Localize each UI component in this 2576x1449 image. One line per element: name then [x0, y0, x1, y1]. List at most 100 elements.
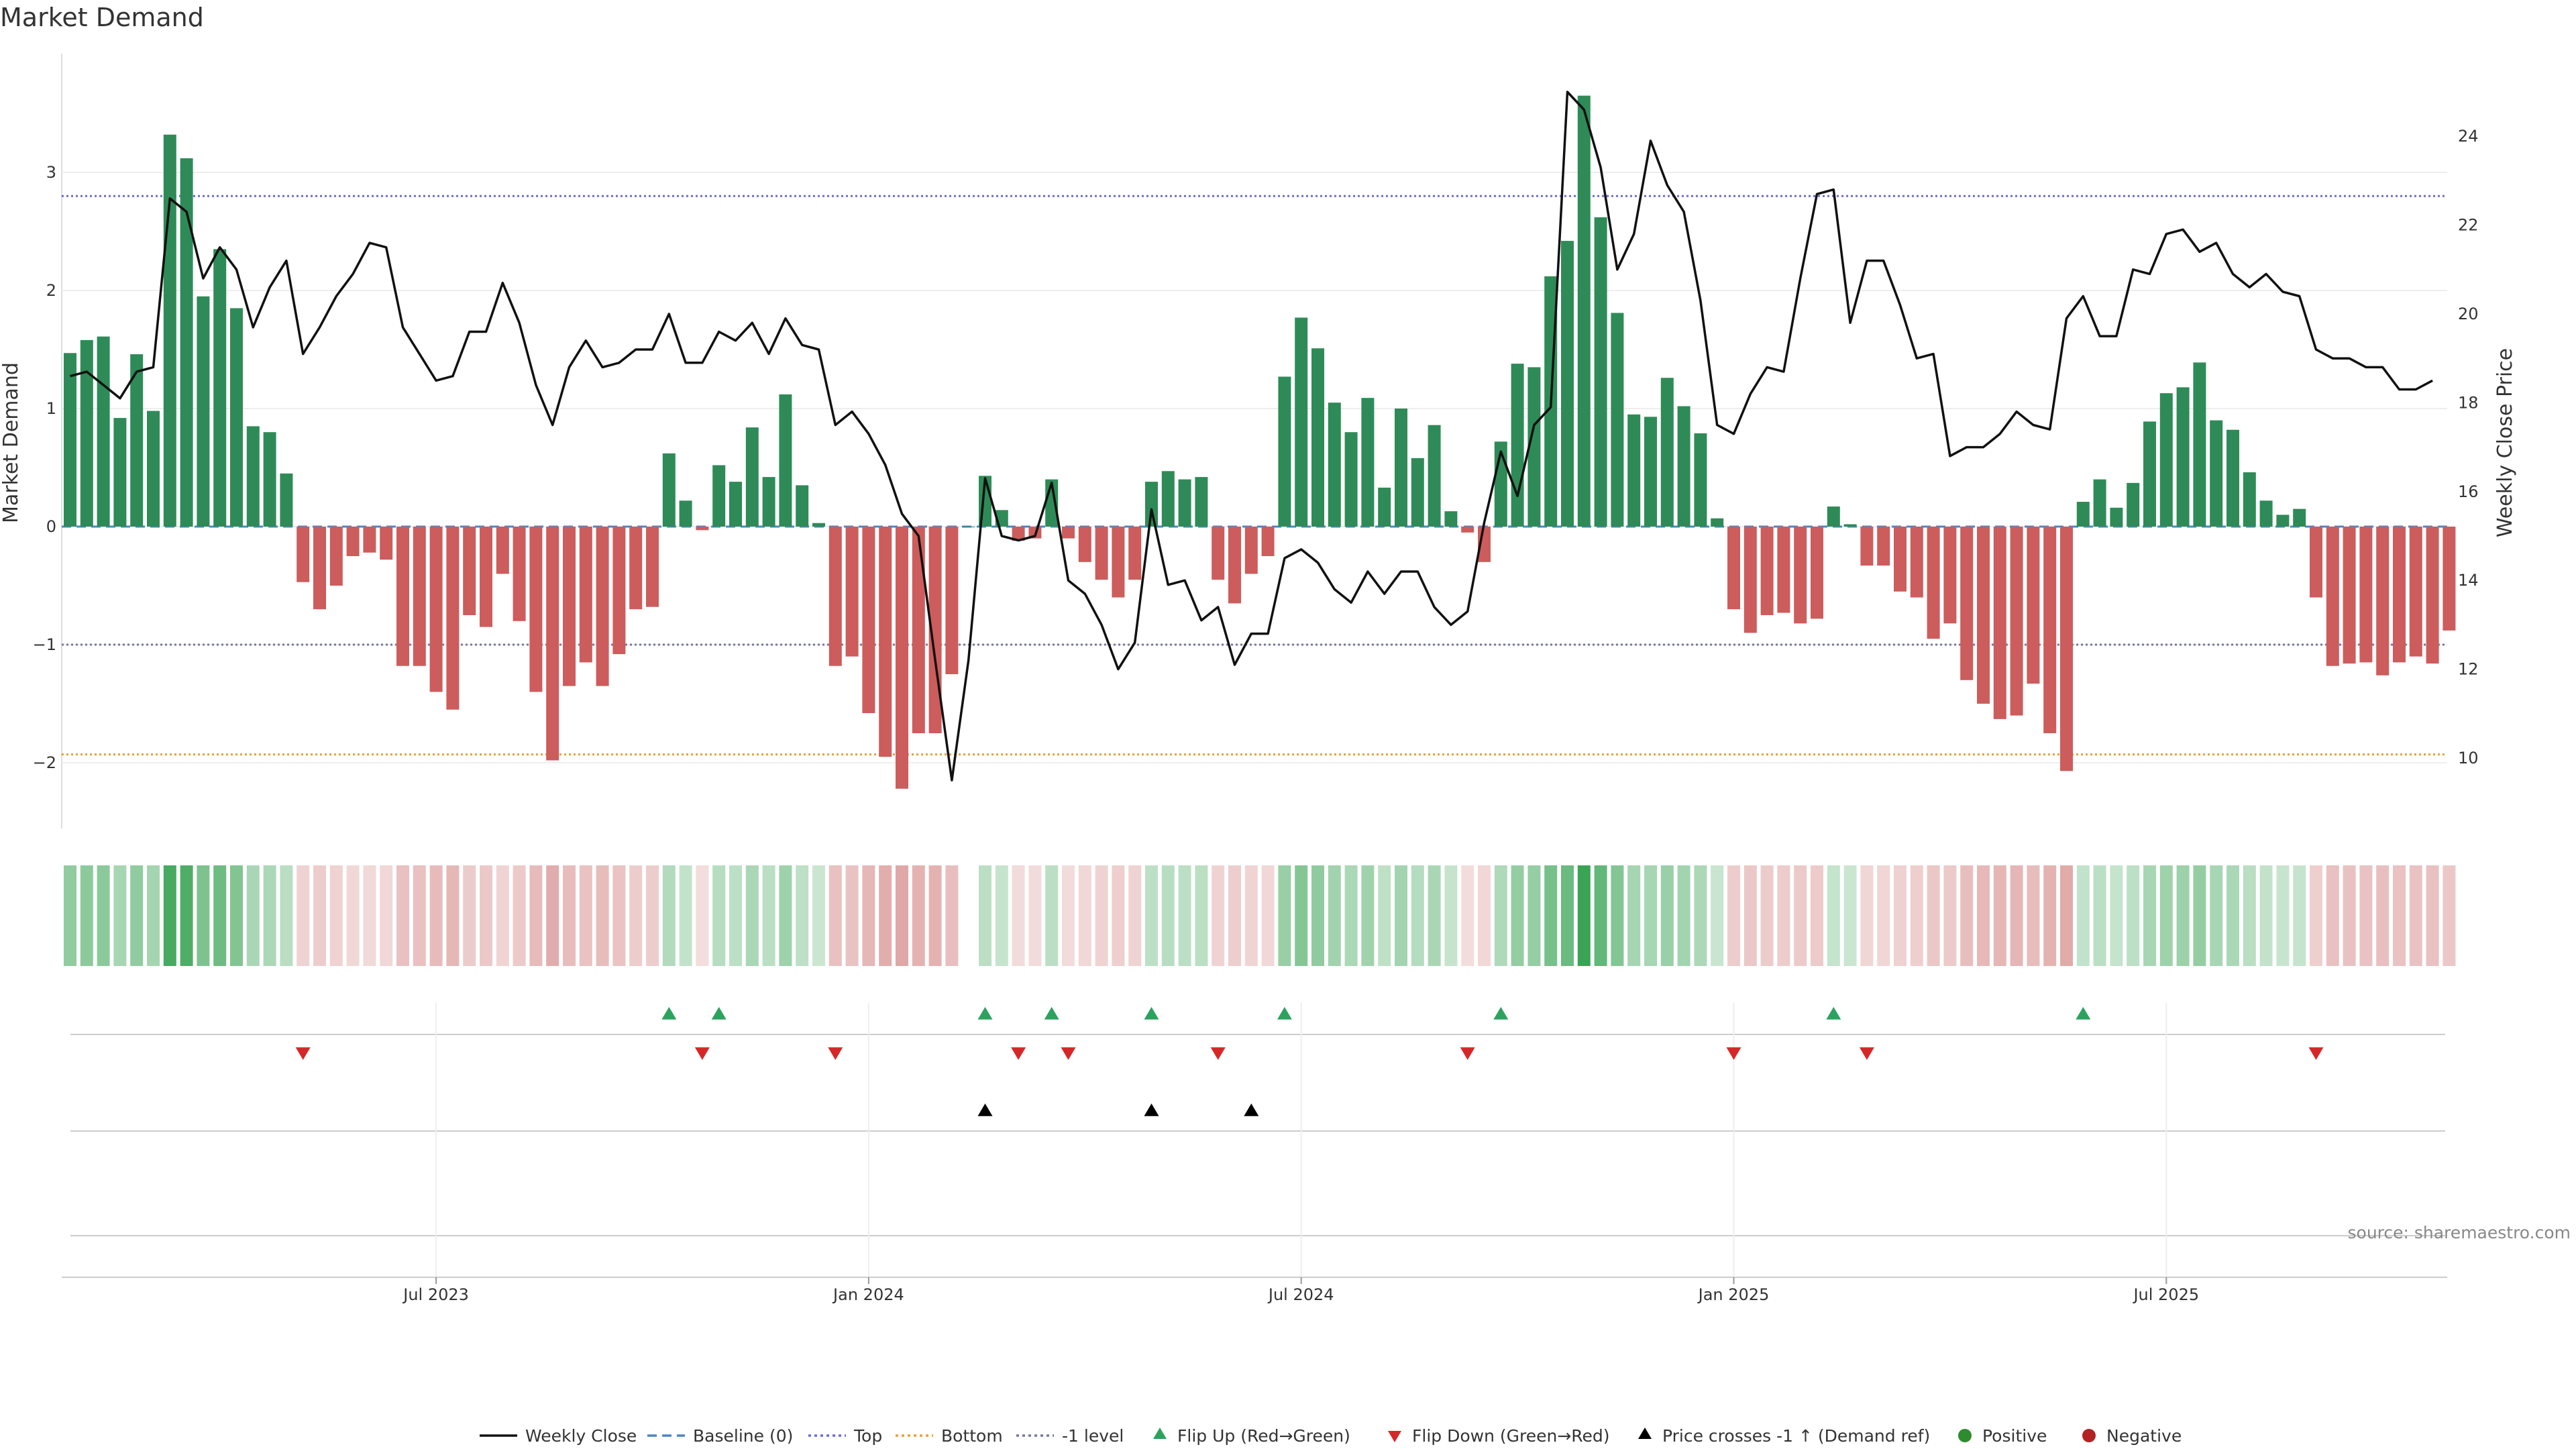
demand-bar	[1062, 527, 1075, 539]
demand-bar	[1760, 527, 1774, 615]
demand-bar	[380, 527, 393, 560]
demand-bar	[712, 465, 726, 527]
demand-bar	[2326, 527, 2339, 666]
demand-bars	[64, 95, 2456, 789]
strip-cell	[1627, 865, 1641, 966]
demand-bar	[1461, 527, 1474, 533]
strip-cell	[1478, 865, 1491, 966]
demand-bar	[1711, 518, 1724, 527]
strip-cell	[2159, 865, 2173, 966]
y-axis-right-label: Weekly Close Price	[2493, 348, 2517, 537]
strip-cell	[529, 865, 543, 966]
strip-cell	[1344, 865, 1358, 966]
flip-down-marker	[828, 1047, 843, 1060]
flip-down-marker	[2308, 1047, 2324, 1060]
demand-bar	[1078, 527, 1091, 562]
demand-bar	[1361, 398, 1375, 527]
strip-cell	[762, 865, 775, 966]
demand-bar	[1811, 527, 1823, 619]
demand-bar	[1527, 367, 1541, 527]
y-axis-label: Market Demand	[0, 362, 23, 523]
strip-cell	[1561, 865, 1574, 966]
strip-cell	[1178, 865, 1191, 966]
demand-bar	[313, 527, 326, 610]
strip-cell	[1694, 865, 1707, 966]
legend-label: Flip Up (Red→Green)	[1177, 1426, 1350, 1446]
demand-bar	[579, 527, 592, 663]
strip-cell	[896, 865, 908, 966]
demand-bar	[1827, 506, 1840, 527]
event-markers-panel	[70, 1003, 2445, 1278]
y-right-tick-label: 22	[2458, 216, 2479, 235]
strip-cell	[1095, 865, 1108, 966]
strip-cell	[2110, 865, 2123, 966]
strip-cell	[1511, 865, 1524, 966]
demand-bar	[396, 527, 409, 666]
weekly-close-line	[70, 91, 2433, 782]
strip-cell	[1444, 865, 1458, 966]
strip-cell	[879, 865, 892, 966]
demand-bar	[2343, 527, 2356, 664]
legend-item: Positive	[1958, 1426, 2047, 1446]
flip-up-marker	[1044, 1007, 1059, 1020]
strip-cell	[2393, 865, 2406, 966]
demand-bar	[230, 308, 243, 527]
strip-cell	[1877, 865, 1890, 966]
strip-cell	[1145, 865, 1158, 966]
strip-cell	[596, 865, 609, 966]
demand-bar	[596, 527, 609, 686]
strip-cell	[629, 865, 643, 966]
legend-item: Bottom	[896, 1426, 1003, 1446]
demand-bar	[729, 482, 742, 527]
demand-bar	[845, 527, 859, 657]
demand-bar	[2127, 482, 2140, 527]
strip-cell	[380, 865, 393, 966]
strip-cell	[1993, 865, 2006, 966]
strip-cell	[779, 865, 792, 966]
demand-bar	[1794, 527, 1807, 624]
demand-bar	[1161, 471, 1175, 527]
demand-bar	[1627, 414, 1641, 527]
strip-cell	[1112, 865, 1125, 966]
demand-bar	[363, 527, 376, 553]
strip-cell	[1743, 865, 1757, 966]
strip-cell	[1677, 865, 1690, 966]
x-axis: Jul 2023 Jan 2024 Jul 2024 Jan 2025 Jul 2025	[62, 1277, 2447, 1304]
price-cross-marker	[1144, 1104, 1159, 1116]
demand-bar	[180, 158, 193, 527]
strip-cell	[480, 865, 492, 966]
legend-item: Weekly Close	[480, 1426, 637, 1446]
strip-cell	[2376, 865, 2390, 966]
demand-bar	[2010, 527, 2023, 716]
strip-cell	[2043, 865, 2057, 966]
strip-cell	[1960, 865, 1974, 966]
strip-cell	[2293, 865, 2306, 966]
demand-bar	[1677, 406, 1690, 527]
strip-cell	[64, 865, 76, 966]
legend-swatch	[1388, 1431, 1401, 1442]
strip-cell	[1311, 865, 1324, 966]
flip-up-marker	[1144, 1007, 1159, 1020]
demand-bar	[346, 527, 360, 556]
y-right-tick-label: 24	[2458, 127, 2479, 146]
flip-up-marker	[2076, 1007, 2091, 1020]
demand-bar	[912, 527, 925, 733]
demand-bar	[1244, 527, 1258, 574]
demand-bar	[2226, 429, 2239, 527]
strip-cell	[2143, 865, 2156, 966]
strip-cell	[2127, 865, 2140, 966]
y-tick-label: 2	[46, 281, 56, 300]
legend-swatch	[1958, 1429, 1972, 1442]
legend-swatch	[1153, 1428, 1167, 1439]
y-tick-label: −2	[33, 753, 56, 772]
strip-cell	[1794, 865, 1807, 966]
demand-bar	[1993, 527, 2006, 719]
strip-cell	[1544, 865, 1558, 966]
demand-bar	[828, 527, 842, 666]
demand-bar	[2426, 527, 2439, 664]
y-right-tick-label: 20	[2458, 305, 2479, 323]
strip-cell	[1910, 865, 1923, 966]
demand-bar	[1228, 527, 1241, 604]
strip-cell	[1843, 865, 1857, 966]
